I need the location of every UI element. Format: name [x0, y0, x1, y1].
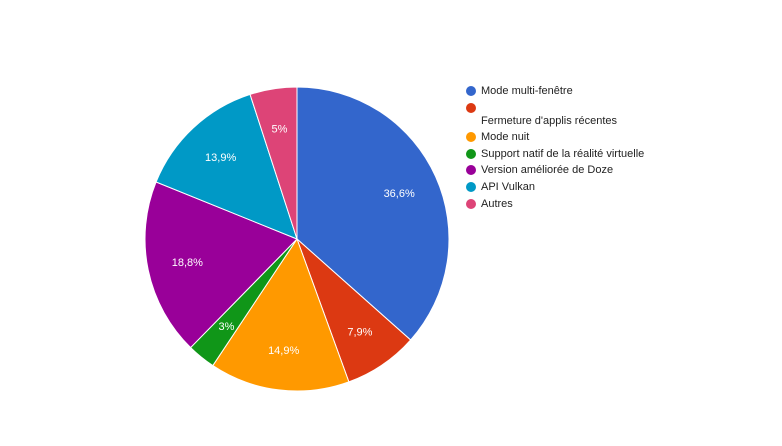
legend-swatch — [466, 148, 476, 159]
legend-swatch — [466, 198, 476, 209]
legend-label: API Vulkan — [481, 180, 536, 193]
legend-item-close-recent-apps: Fermeture d'applis récentes — [466, 102, 644, 128]
legend-item-doze: Version améliorée de Doze — [466, 164, 644, 177]
legend-label: Mode nuit — [481, 131, 530, 144]
legend-item-night-mode: Mode nuit — [466, 131, 644, 144]
legend-item-others: Autres — [466, 198, 644, 211]
legend-label: Version améliorée de Doze — [481, 164, 614, 177]
legend-swatch — [466, 181, 476, 192]
legend-swatch — [466, 132, 476, 143]
slice-label: 7,9% — [347, 327, 372, 339]
pie-slice — [296, 86, 450, 341]
legend-item-vulkan: API Vulkan — [466, 181, 644, 194]
legend-swatch — [466, 86, 476, 96]
slice-label: 18,8% — [172, 257, 203, 269]
legend-swatch — [466, 102, 476, 113]
legend-swatch — [466, 165, 476, 176]
slice-label: 3% — [219, 321, 235, 333]
legend-item-vr-support: Support natif de la réalité virtuelle — [466, 148, 644, 161]
legend-label: Autres — [481, 197, 513, 210]
pie-slice — [249, 86, 298, 240]
legend-label: Mode multi-fenêtre — [481, 85, 573, 97]
pie-slice — [212, 237, 350, 392]
legend-item-multi-window: Mode multi-fenêtre — [466, 85, 644, 98]
legend: Mode multi-fenêtre Fermeture d'applis ré… — [466, 85, 644, 214]
slice-label: 14,9% — [268, 345, 299, 357]
slice-label: 36,6% — [384, 188, 415, 200]
slice-label: 13,9% — [205, 152, 236, 164]
slice-label: 5% — [272, 123, 288, 135]
pie-slice — [144, 181, 298, 349]
legend-label: Support natif de la réalité virtuelle — [481, 147, 645, 160]
legend-label: Fermeture d'applis récentes — [481, 114, 617, 127]
